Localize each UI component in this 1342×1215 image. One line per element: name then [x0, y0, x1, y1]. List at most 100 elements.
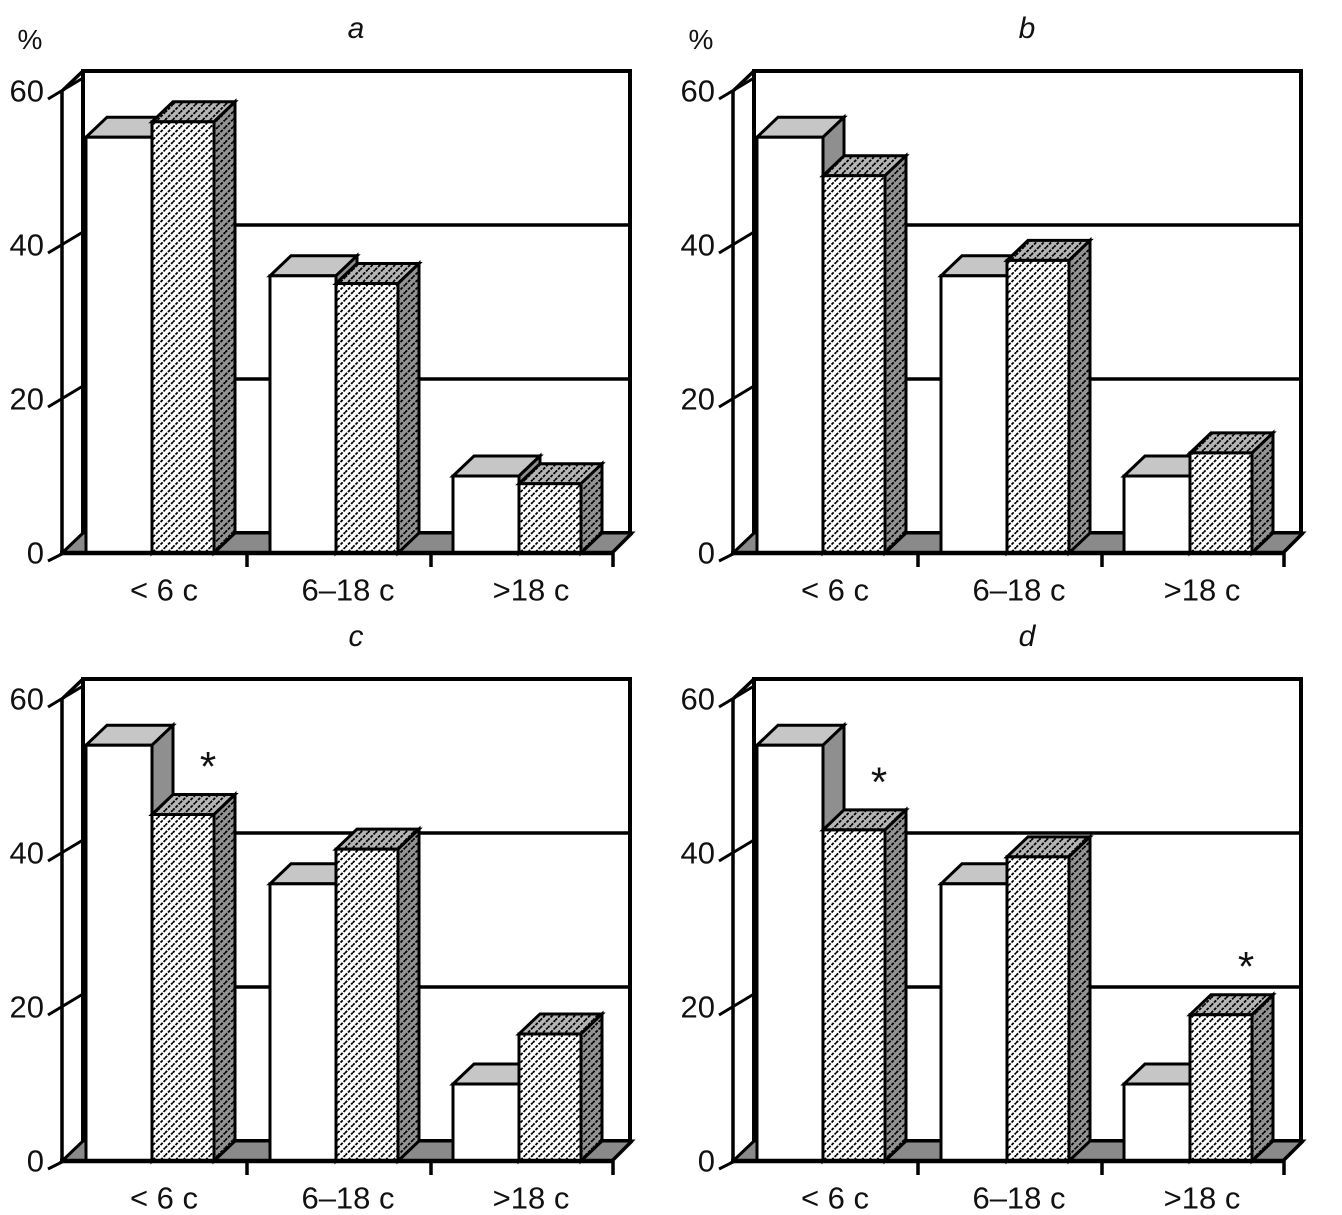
- y-tick-label-60: 60: [10, 682, 44, 717]
- open-bar-front: [1122, 474, 1192, 555]
- x-axis-depth-edge: [1281, 531, 1305, 555]
- y-tick-40: [718, 230, 755, 255]
- y-tick-20: [47, 992, 84, 1017]
- hatched-bar-side-hatch: [579, 1010, 604, 1165]
- bar-group-1: [753, 113, 910, 557]
- y-tick-20: [718, 992, 755, 1017]
- x-category-label: >18 c: [493, 1181, 570, 1215]
- y-axis-unit-label: %: [17, 24, 43, 55]
- y-tick-label-0: 0: [698, 536, 715, 571]
- bar-group-2: [937, 236, 1094, 557]
- open-bar-front: [939, 882, 1009, 1163]
- y-tick-label-0: 0: [27, 1144, 44, 1179]
- hatched-bar-side-hatch: [883, 152, 908, 557]
- hatched-bar-front-hatch: [517, 1032, 583, 1163]
- y-tick-label-0: 0: [698, 1144, 715, 1179]
- x-category-label: < 6 c: [130, 1181, 198, 1215]
- chart-d-svg: 0 20 40 60 < 6 c 6–18 c >18 c * *: [681, 677, 1307, 1215]
- plot-area-b: 0 20 40 60 < 6 c 6–18 c >18 c: [671, 0, 1342, 608]
- y-tick-label-20: 20: [681, 382, 715, 417]
- hatched-bar-front-hatch: [1188, 1013, 1254, 1163]
- bar-group-1: [82, 98, 239, 557]
- panel-a: 0 20 40 60 < 6 c 6–18 c >18 c % a: [0, 0, 671, 608]
- plot-area-d: 0 20 40 60 < 6 c 6–18 c >18 c * *: [671, 608, 1342, 1215]
- hatched-bar-front-hatch: [1005, 258, 1071, 555]
- hatched-bar-side-hatch: [1250, 429, 1275, 557]
- x-category-label: >18 c: [1164, 1181, 1241, 1215]
- panel-title-d: d: [1018, 620, 1036, 653]
- hatched-bar-front-hatch: [334, 282, 400, 555]
- hatched-bar-side-hatch: [1067, 236, 1092, 557]
- open-bar-front: [268, 882, 338, 1163]
- open-bar-front: [1122, 1082, 1192, 1163]
- y-tick-60: [718, 684, 755, 709]
- x-category-label: < 6 c: [801, 573, 869, 608]
- y-tick-60: [47, 684, 84, 709]
- hatched-bar-side-hatch: [212, 98, 237, 557]
- bar-group-3: [1120, 429, 1277, 557]
- y-tick-label-40: 40: [10, 228, 44, 263]
- plot-area-a: 0 20 40 60 < 6 c 6–18 c >18 c: [0, 0, 671, 608]
- panel-title-b: b: [1018, 12, 1036, 45]
- y-tick-label-40: 40: [10, 836, 44, 871]
- bar-group-2: [266, 825, 423, 1165]
- y-tick-label-60: 60: [10, 74, 44, 109]
- bar-group-1: [753, 721, 910, 1165]
- hatched-bar-front-hatch: [150, 813, 216, 1163]
- x-category-label: 6–18 c: [301, 573, 394, 608]
- significance-asterisk: *: [200, 743, 216, 790]
- y-tick-label-0: 0: [27, 536, 44, 571]
- open-bar-front: [755, 135, 825, 555]
- x-axis-depth-edge: [610, 531, 634, 555]
- panel-title-c: c: [348, 620, 364, 653]
- panel-title-a: a: [347, 12, 365, 45]
- hatched-bar-front-hatch: [1005, 855, 1071, 1163]
- y-tick-label-60: 60: [681, 682, 715, 717]
- significance-asterisk: *: [1238, 943, 1254, 990]
- chart-c-svg: 0 20 40 60 < 6 c 6–18 c >18 c *: [10, 677, 636, 1215]
- x-category-label: 6–18 c: [972, 573, 1065, 608]
- hatched-bar-front-hatch: [517, 482, 583, 555]
- significance-asterisk: *: [871, 758, 887, 805]
- bar-group-3: [1120, 991, 1277, 1165]
- hatched-bar-front-hatch: [150, 120, 216, 555]
- y-tick-20: [718, 384, 755, 409]
- y-tick-label-20: 20: [681, 990, 715, 1025]
- hatched-bar-side-hatch: [883, 806, 908, 1165]
- y-tick-label-40: 40: [681, 836, 715, 871]
- y-tick-60: [718, 76, 755, 101]
- y-tick-40: [47, 838, 84, 863]
- y-tick-label-40: 40: [681, 228, 715, 263]
- open-bar-front: [939, 274, 1009, 555]
- hatched-bar-side-hatch: [1250, 991, 1275, 1165]
- y-tick-60: [47, 76, 84, 101]
- panel-c: 0 20 40 60 < 6 c 6–18 c >18 c * c: [0, 608, 671, 1215]
- bar-group-1: [82, 721, 239, 1165]
- hatched-bar-side-hatch: [396, 260, 421, 557]
- bar-group-3: [449, 452, 606, 557]
- panel-b: 0 20 40 60 < 6 c 6–18 c >18 c % b: [671, 0, 1342, 608]
- y-tick-40: [47, 230, 84, 255]
- open-bar-front: [268, 274, 338, 555]
- open-bar-front: [451, 1082, 521, 1163]
- hatched-bar-front-hatch: [1188, 451, 1254, 555]
- x-category-label: < 6 c: [801, 1181, 869, 1215]
- chart-a-svg: 0 20 40 60 < 6 c 6–18 c >18 c: [10, 69, 636, 608]
- bar-group-2: [937, 833, 1094, 1165]
- x-category-label: >18 c: [493, 573, 570, 608]
- y-tick-label-60: 60: [681, 74, 715, 109]
- open-bar-front: [84, 743, 154, 1163]
- hatched-bar-side-hatch: [396, 825, 421, 1165]
- chart-b-svg: 0 20 40 60 < 6 c 6–18 c >18 c: [681, 69, 1307, 608]
- y-tick-label-20: 20: [10, 990, 44, 1025]
- y-tick-40: [718, 838, 755, 863]
- y-tick-label-20: 20: [10, 382, 44, 417]
- x-category-label: >18 c: [1164, 573, 1241, 608]
- hatched-bar-front-hatch: [821, 174, 887, 555]
- bar-group-3: [449, 1010, 606, 1165]
- plot-area-c: 0 20 40 60 < 6 c 6–18 c >18 c *: [0, 608, 671, 1215]
- y-axis-unit-label: %: [688, 24, 714, 55]
- open-bar-front: [755, 743, 825, 1163]
- panel-d: 0 20 40 60 < 6 c 6–18 c >18 c * * d: [671, 608, 1342, 1215]
